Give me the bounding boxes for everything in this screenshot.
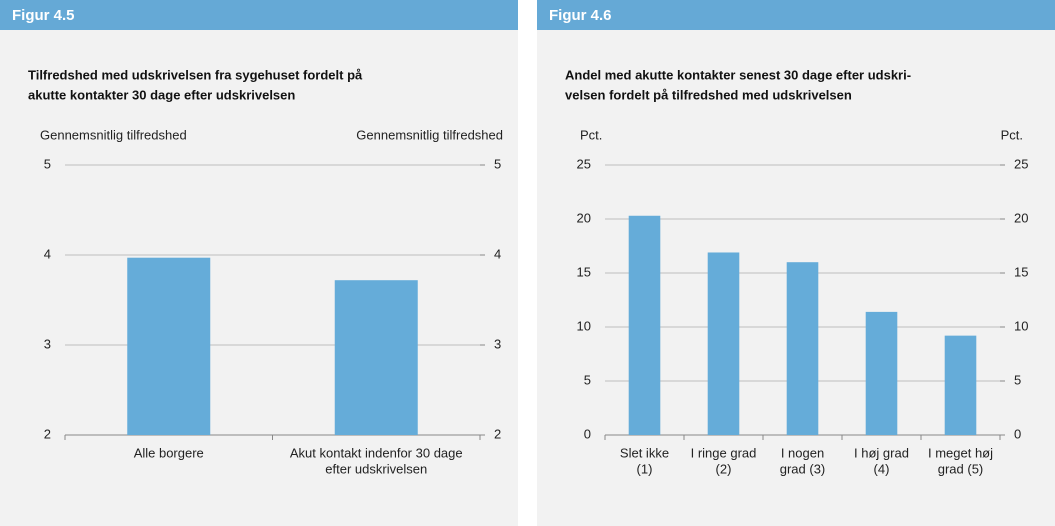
y2-tick-label: 25 — [1014, 156, 1028, 171]
figure-label: Figur 4.6 — [549, 7, 612, 24]
y-tick-label: 5 — [584, 372, 591, 387]
y-tick-label: 5 — [44, 156, 51, 171]
bar — [786, 262, 819, 435]
x-tick-label: grad (5) — [938, 461, 984, 476]
y-tick-label: 15 — [577, 264, 591, 279]
x-tick-label: I ringe grad — [691, 445, 757, 460]
x-tick-label: (1) — [637, 461, 653, 476]
x-tick-label: Alle borgere — [134, 445, 204, 460]
y2-tick-label: 15 — [1014, 264, 1028, 279]
y-tick-label: 10 — [577, 318, 591, 333]
x-tick-label: efter udskrivelsen — [325, 461, 427, 476]
y-tick-label: 2 — [44, 426, 51, 441]
x-tick-label: Akut kontakt indenfor 30 dage — [290, 445, 463, 460]
bar — [334, 280, 418, 435]
y-tick-label: 20 — [577, 210, 591, 225]
bar — [865, 311, 898, 435]
y-tick-label: 4 — [44, 246, 51, 261]
panel-header — [0, 0, 518, 30]
y2-tick-label: 10 — [1014, 318, 1028, 333]
x-tick-label: I meget høj — [928, 445, 993, 460]
bar — [944, 335, 977, 435]
y2-axis-label: Pct. — [1001, 127, 1023, 142]
y-tick-label: 25 — [577, 156, 591, 171]
y2-tick-label: 3 — [494, 336, 501, 351]
y2-tick-label: 2 — [494, 426, 501, 441]
y-tick-label: 0 — [584, 426, 591, 441]
bar — [127, 257, 211, 435]
y2-tick-label: 5 — [494, 156, 501, 171]
panel-background — [0, 0, 518, 526]
bar — [707, 252, 740, 435]
x-tick-label: (4) — [874, 461, 890, 476]
y2-tick-label: 0 — [1014, 426, 1021, 441]
panel-header — [537, 0, 1055, 30]
chart-title: Andel med akutte kontakter senest 30 dag… — [565, 67, 911, 82]
y2-axis-label: Gennemsnitlig tilfredshed — [356, 127, 503, 142]
chart-title: Tilfredshed med udskrivelsen fra sygehus… — [28, 67, 363, 82]
x-tick-label: (2) — [716, 461, 732, 476]
chart-title: velsen fordelt på tilfredshed med udskri… — [565, 87, 852, 102]
bar — [628, 215, 661, 435]
x-tick-label: Slet ikke — [620, 445, 669, 460]
y2-tick-label: 20 — [1014, 210, 1028, 225]
figure-label: Figur 4.5 — [12, 7, 75, 24]
y-axis-label: Pct. — [580, 127, 602, 142]
x-tick-label: I høj grad — [854, 445, 909, 460]
x-tick-label: grad (3) — [780, 461, 826, 476]
x-tick-label: I nogen — [781, 445, 824, 460]
y-tick-label: 3 — [44, 336, 51, 351]
y-axis-label: Gennemsnitlig tilfredshed — [40, 127, 187, 142]
y2-tick-label: 5 — [1014, 372, 1021, 387]
y2-tick-label: 4 — [494, 246, 501, 261]
chart-title: akutte kontakter 30 dage efter udskrivel… — [28, 87, 295, 102]
